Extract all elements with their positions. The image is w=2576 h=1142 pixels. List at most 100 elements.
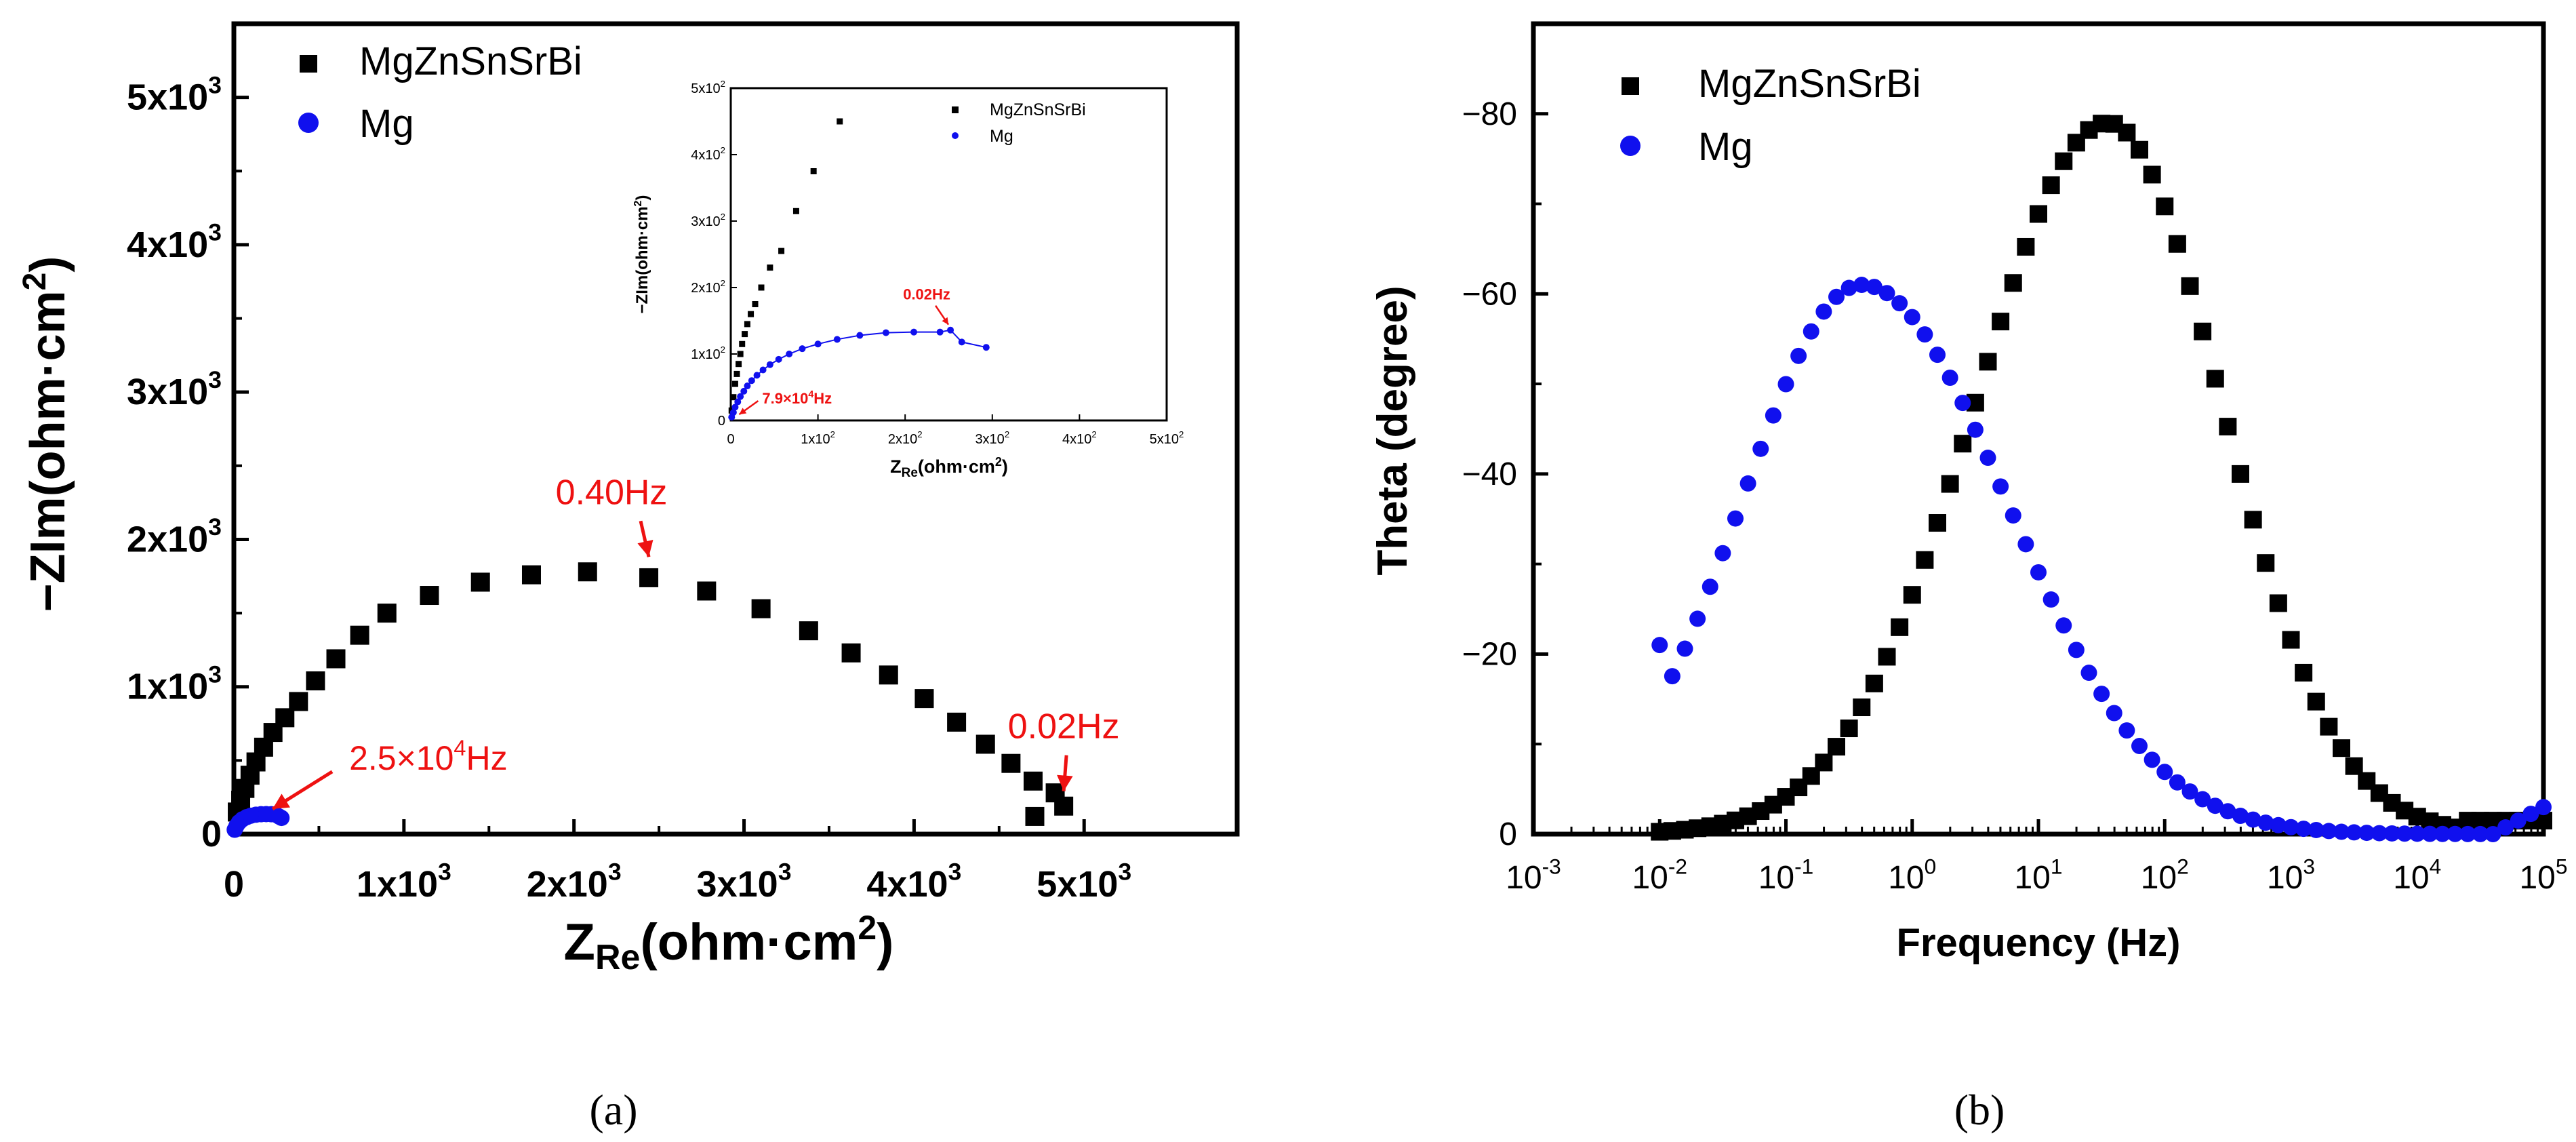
inset-x-tick-label: 5x102 <box>1150 429 1184 447</box>
nyquist-y-axis-label: −ZIm(ohm·cm2) <box>17 256 75 612</box>
bode-point-mg <box>1765 407 1782 424</box>
bode-point-mg <box>2270 816 2287 833</box>
nyquist-annotation-label-base: 0.02Hz <box>1008 707 1120 747</box>
inset-annotation-label-base: 7.9×10 <box>762 390 808 407</box>
inset-point-mgznsnsrbi <box>731 380 738 387</box>
nyquist-chart: 0 1x103 2x103 3x103 4x103 5x103 01x1032x1033x… <box>17 21 1240 1134</box>
nyquist-inset: 0 1x102 2x102 3x102 4x102 5x102 01x1022x1023x… <box>632 79 1184 480</box>
bode-point-mg <box>1815 303 1832 320</box>
bode-point-mg <box>2169 774 2186 791</box>
bode-point-mg <box>1853 277 1870 294</box>
bode-legend: MgZnSnSrBi Mg <box>1620 62 1921 169</box>
nyquist-y-tick-label-base: 5x10 <box>127 77 208 118</box>
nyquist-point-mgznsnsrbi <box>420 586 439 606</box>
bode-point-mg <box>1790 347 1807 364</box>
bode-point-mgznsnsrbi <box>2232 465 2249 483</box>
nyquist-x-tick-label-exp: 3 <box>608 859 622 886</box>
inset-legend-marker-mgznsnsrbi <box>952 106 959 113</box>
inset-y-tick-label: 2x102 <box>691 278 725 296</box>
bode-x-tick-label-base: 10 <box>2014 860 2050 896</box>
bode-y-tick-label: 0 <box>1499 816 1517 852</box>
bode-x-tick-label: 10-2 <box>1632 854 1687 896</box>
nyquist-y-tick-label-exp: 3 <box>208 219 222 246</box>
inset-x-tick-label-exp: 2 <box>830 429 835 439</box>
bode-point-mg <box>1664 668 1681 685</box>
bode-point-mg <box>2055 617 2072 634</box>
inset-x-tick-label: 1x102 <box>801 429 835 447</box>
inset-point-mg <box>982 344 990 351</box>
bode-point-mg <box>2320 823 2337 840</box>
bode-point-mgznsnsrbi <box>2131 140 2148 159</box>
nyquist-annotation-label: 0.02Hz <box>1008 707 1120 747</box>
bode-point-mgznsnsrbi <box>2295 663 2313 682</box>
nyquist-point-mgznsnsrbi <box>879 665 898 685</box>
inset-y-tick-label-base: 0 <box>718 414 725 429</box>
inset-y-tick-label-base: 3x10 <box>691 214 720 229</box>
bode-point-mg <box>1752 440 1769 457</box>
inset-point-mgznsnsrbi <box>737 351 744 357</box>
nyquist-plot-frame <box>231 21 1240 837</box>
inset-y-tick-label-exp: 2 <box>721 278 725 288</box>
nyquist-point-mgznsnsrbi <box>521 565 541 585</box>
bode-point-mgznsnsrbi <box>1903 586 1921 604</box>
inset-point-mg <box>786 351 793 357</box>
bode-point-mgznsnsrbi <box>1929 514 1946 532</box>
bode-point-mg <box>2144 751 2160 768</box>
bode-point-mg <box>2080 665 2097 682</box>
bode-point-mgznsnsrbi <box>2244 511 2262 529</box>
nyquist-x-tick-label: 1x103 <box>357 859 451 905</box>
bode-x-tick-label: 101 <box>2014 854 2062 896</box>
nyquist-point-mgznsnsrbi <box>350 625 369 645</box>
inset-point-mg <box>936 328 944 336</box>
bode-point-mgznsnsrbi <box>2333 739 2350 757</box>
inset-plot-frame <box>729 87 1168 422</box>
inset-x-tick-label-base: 1x10 <box>801 432 830 447</box>
bode-point-mg <box>2207 798 2223 814</box>
bode-point-mg <box>2181 783 2198 800</box>
bode-point-mg <box>2358 825 2375 842</box>
bode-point-mg <box>2295 821 2312 838</box>
bode-point-mg <box>2106 705 2122 722</box>
nyquist-x-tick-label-base: 1x10 <box>357 864 438 905</box>
nyquist-y-tick-label: 0 <box>201 814 222 854</box>
inset-point-mgznsnsrbi <box>752 301 759 307</box>
nyquist-x-tick-label: 4x103 <box>866 859 961 905</box>
inset-point-mgznsnsrbi <box>792 208 799 214</box>
bode-point-mg <box>2535 799 2552 816</box>
bode-point-mg <box>1840 279 1857 296</box>
bode-point-mg <box>2396 825 2413 842</box>
bode-point-mg <box>2131 738 2148 755</box>
bode-point-mgznsnsrbi <box>1992 313 2010 331</box>
inset-point-mgznsnsrbi <box>733 370 740 377</box>
inset-annotation-label-suffix: Hz <box>813 390 832 407</box>
bode-legend-label-mg: Mg <box>1698 125 1753 169</box>
bode-x-axis-label: Frequency (Hz) <box>1897 921 2181 965</box>
bode-x-tick-label-exp: 4 <box>2430 854 2442 878</box>
nyquist-points <box>226 562 1074 838</box>
nyquist-annotation-label-base: 2.5×10 <box>349 739 454 777</box>
bode-point-mg <box>2257 814 2274 831</box>
bode-point-mg <box>1954 395 1971 412</box>
bode-point-mg <box>1878 285 1895 302</box>
bode-point-mg <box>2282 819 2299 835</box>
inset-x-tick-label-exp: 2 <box>1091 429 1096 439</box>
inset-point-mgznsnsrbi <box>748 311 754 317</box>
inset-y-tick-label-exp: 2 <box>721 79 725 89</box>
inset-point-mgznsnsrbi <box>736 361 742 368</box>
inset-annotation-label: 7.9×104Hz <box>762 389 832 407</box>
nyquist-annotation-arrow-head <box>1057 774 1073 791</box>
inset-y-tick-label: 5x102 <box>691 79 725 96</box>
inset-x-tick-label-base: 0 <box>727 432 734 447</box>
nyquist-point-mg <box>273 810 290 827</box>
inset-x-tick-label: 2x102 <box>888 429 923 447</box>
nyquist-annotations: 0.40Hz 0.02Hz 2.5×104Hz <box>271 473 1120 810</box>
bode-x-tick-label: 10-3 <box>1506 854 1561 896</box>
inset-y-tick-label-base: 1x10 <box>691 347 720 362</box>
bode-point-mg <box>2522 806 2539 823</box>
nyquist-point-mgznsnsrbi <box>697 581 717 601</box>
bode-point-mg <box>1828 288 1845 305</box>
